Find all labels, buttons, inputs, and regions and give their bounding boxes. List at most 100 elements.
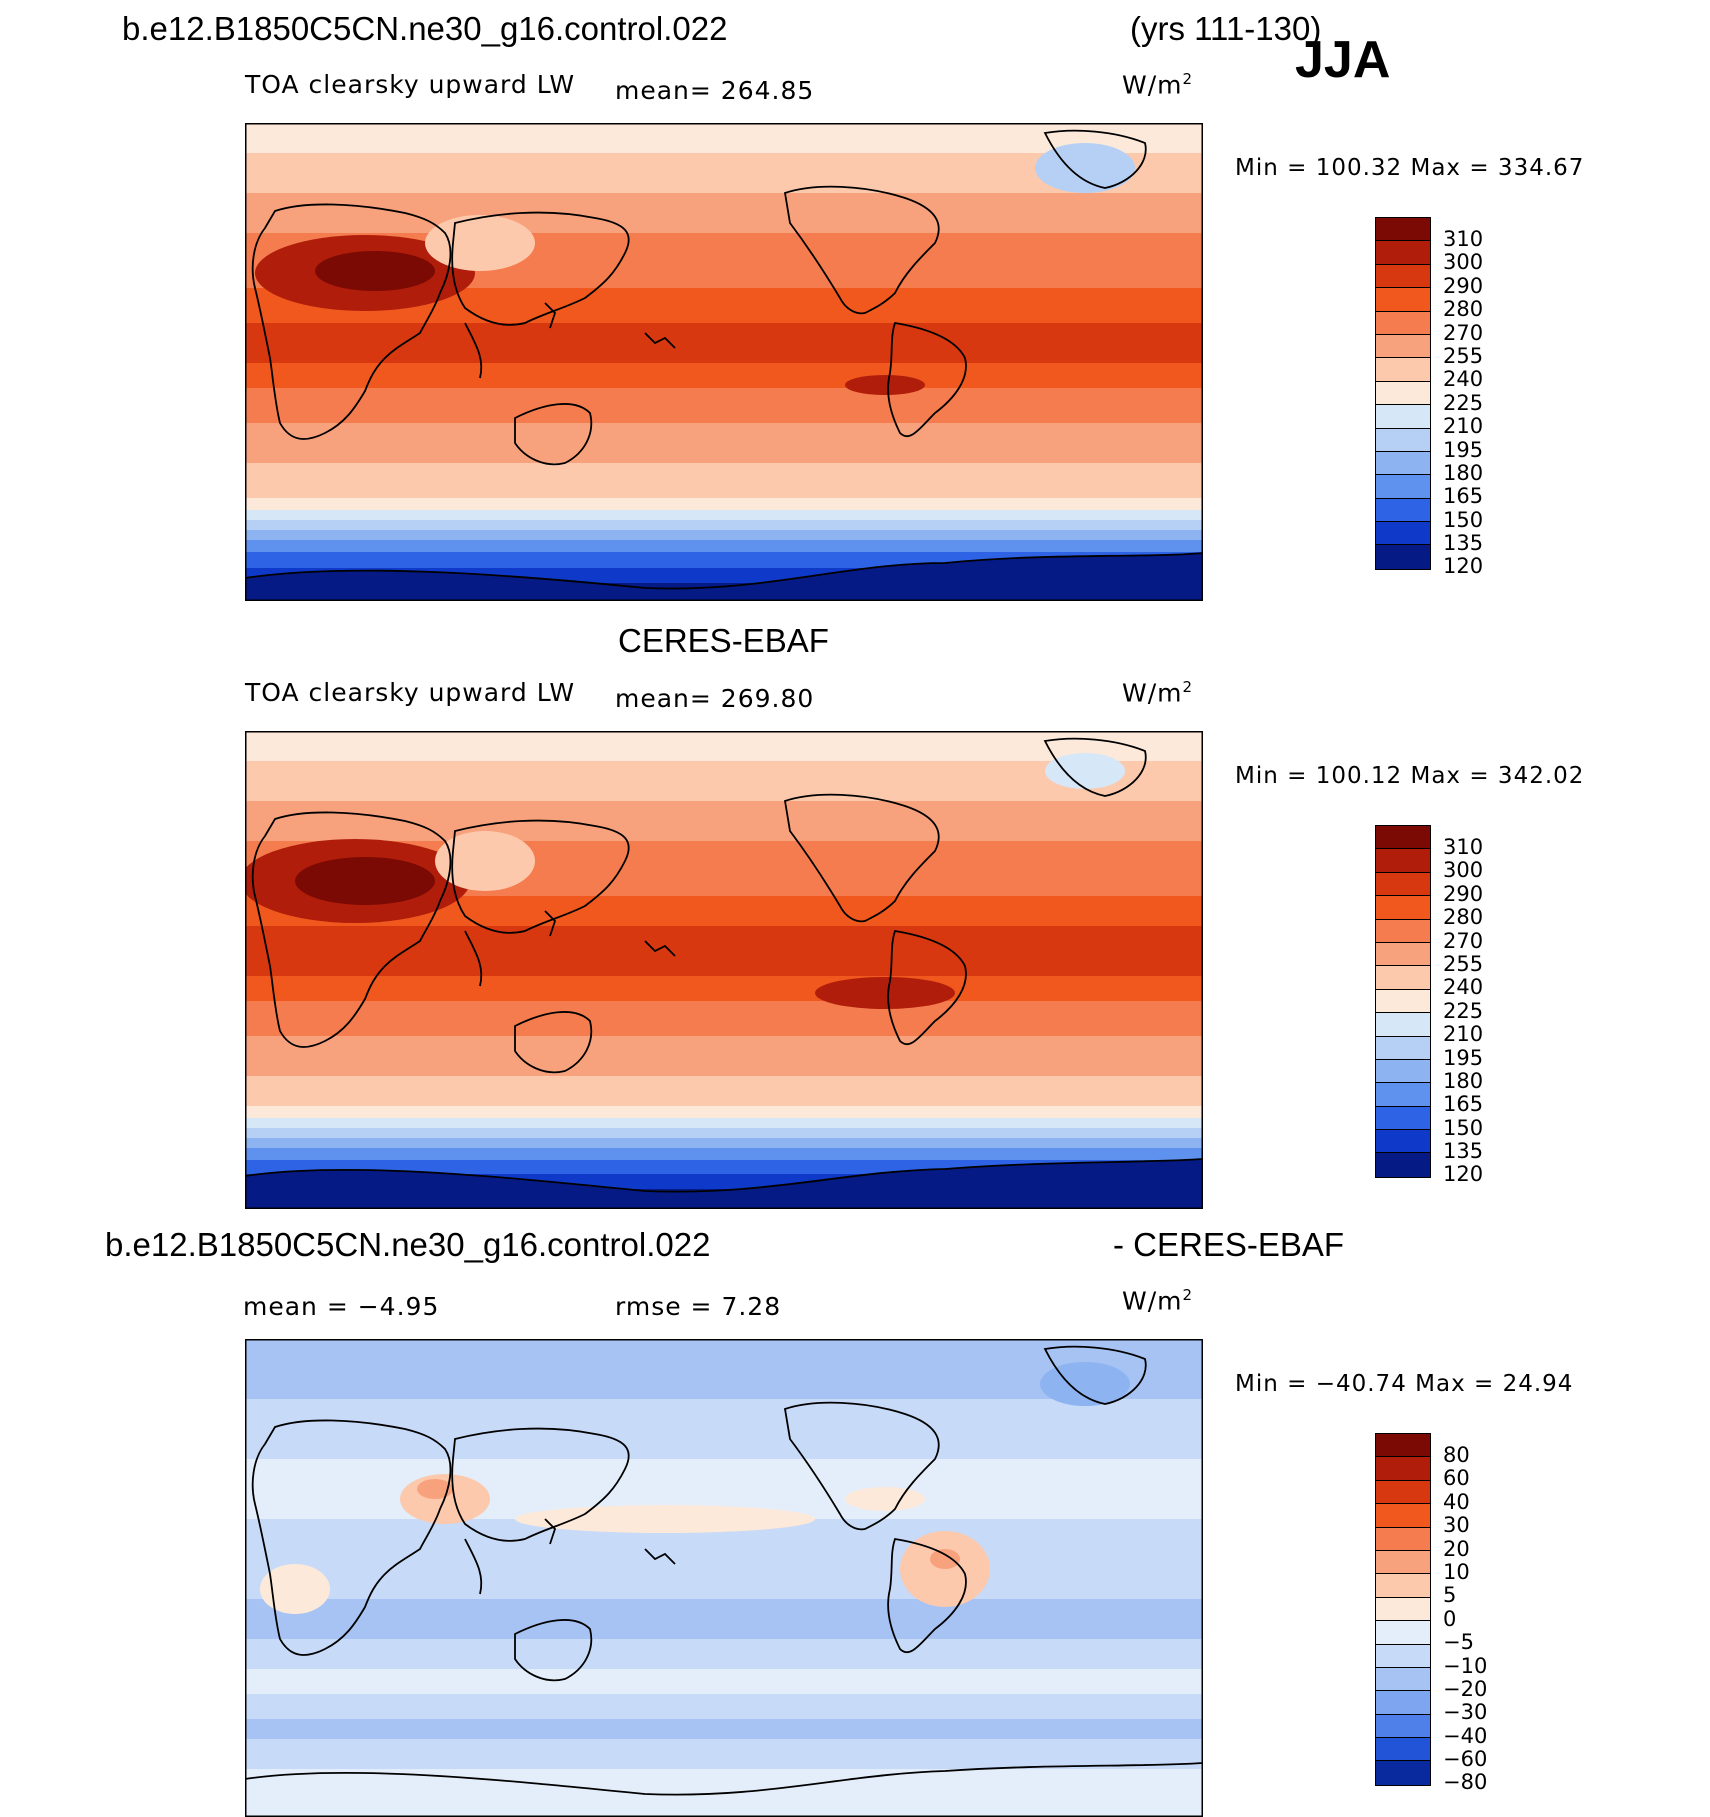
colorbar-cell — [1376, 989, 1430, 1014]
colorbar-label: 240 — [1443, 975, 1484, 1000]
colorbar-cell — [1376, 896, 1430, 920]
panel1-map — [245, 123, 1203, 601]
colorbar-cell — [1376, 1597, 1430, 1622]
panel2-map — [245, 731, 1203, 1209]
season-label: JJA — [1295, 31, 1391, 89]
colorbar-label: 210 — [1443, 1022, 1484, 1047]
colorbar-label: −80 — [1443, 1770, 1488, 1795]
colorbar-label: 195 — [1443, 437, 1484, 462]
panel1-colorbar — [1375, 217, 1431, 570]
colorbar-cell — [1376, 1457, 1430, 1481]
colorbar-cell — [1376, 1036, 1430, 1060]
colorbar-cell — [1376, 1083, 1430, 1107]
colorbar-cell — [1376, 428, 1430, 452]
panel1-colorbar-labels: 310 300 290 280 270 255 240 225 210 195 … — [1443, 227, 1484, 579]
band — [245, 761, 1203, 801]
colorbar-label: 290 — [1443, 273, 1484, 298]
colorbar-cell — [1376, 1130, 1430, 1154]
panel1-variable: TOA clearsky upward LW — [245, 70, 576, 99]
colorbar-label: 120 — [1443, 1162, 1484, 1187]
colorbar-cell — [1376, 1059, 1430, 1084]
sahara-core — [315, 251, 435, 291]
colorbar-label: 5 — [1443, 1583, 1457, 1608]
band — [245, 323, 1203, 363]
colorbar-cell — [1376, 1153, 1430, 1177]
panel3-mean: mean = −4.95 — [243, 1292, 440, 1321]
colorbar-label: 40 — [1443, 1489, 1470, 1514]
panel2-units: W/m2 — [1122, 678, 1194, 708]
band — [245, 520, 1203, 530]
panel2-colorbar-labels: 310 300 290 280 270 255 240 225 210 195 … — [1443, 835, 1484, 1187]
colorbar-label: 210 — [1443, 414, 1484, 439]
coastlines — [245, 737, 1203, 1193]
colorbar-cell — [1376, 919, 1430, 943]
band — [245, 926, 1203, 976]
colorbar-cell — [1376, 358, 1430, 382]
colorbar-cell — [1376, 849, 1430, 873]
colorbar-label: 165 — [1443, 1092, 1484, 1117]
colorbar-label: 80 — [1443, 1443, 1470, 1467]
antarctica-fill — [245, 1159, 1203, 1209]
colorbar-label: 10 — [1443, 1559, 1470, 1584]
colorbar-cell — [1376, 872, 1430, 897]
band — [245, 1128, 1203, 1138]
band — [245, 1669, 1203, 1694]
band — [245, 540, 1203, 552]
colorbar-label: 165 — [1443, 484, 1484, 509]
colorbar-label: 150 — [1443, 1115, 1484, 1140]
colorbar-cell — [1376, 288, 1430, 312]
colorbar-label: −10 — [1443, 1653, 1488, 1678]
panel2-variable: TOA clearsky upward LW — [245, 678, 576, 707]
coastlines — [245, 1345, 1203, 1796]
panel1-frame — [245, 123, 1203, 601]
colorbar-label: 180 — [1443, 460, 1484, 485]
colorbar-cell — [1376, 311, 1430, 335]
band — [245, 423, 1203, 463]
colorbar-label: 310 — [1443, 227, 1484, 251]
panel3-colorbar-labels: 80 60 40 30 20 10 5 0 −5 −10 −20 −30 −40… — [1443, 1443, 1488, 1795]
colorbar-cell — [1376, 1761, 1430, 1785]
colorbar-label: 20 — [1443, 1536, 1470, 1561]
colorbar-label: 240 — [1443, 367, 1484, 392]
colorbar-label: 150 — [1443, 507, 1484, 532]
band — [245, 530, 1203, 540]
panel3-colorbar — [1375, 1433, 1431, 1786]
panel2-title: CERES-EBAF — [618, 622, 829, 659]
colorbar-label: 310 — [1443, 835, 1484, 859]
band — [245, 1719, 1203, 1739]
colorbar-cell — [1376, 1714, 1430, 1739]
colorbar-label: 280 — [1443, 905, 1484, 930]
panel3-rmse: rmse = 7.28 — [615, 1292, 782, 1321]
band — [245, 1036, 1203, 1076]
india-core — [417, 1479, 453, 1499]
band — [245, 801, 1203, 841]
panel1-minmax: Min = 100.32 Max = 334.67 — [1235, 155, 1585, 181]
colorbar-cell — [1376, 1527, 1430, 1551]
case-title: b.e12.B1850C5CN.ne30_g16.control.022 — [122, 10, 728, 47]
band — [245, 1076, 1203, 1106]
colorbar-cell — [1376, 1106, 1430, 1131]
colorbar-label: 290 — [1443, 881, 1484, 906]
colorbar-cell — [1376, 334, 1430, 359]
band — [245, 1118, 1203, 1128]
colorbar-label: 255 — [1443, 343, 1484, 368]
panel2-minmax: Min = 100.12 Max = 342.02 — [1235, 763, 1585, 789]
colorbar-cell — [1376, 1434, 1430, 1458]
panel3-map — [245, 1339, 1203, 1817]
colorbar-cell — [1376, 1574, 1430, 1598]
colorbar-cell — [1376, 241, 1430, 265]
panel2-colorbar — [1375, 825, 1431, 1178]
colorbar-cell — [1376, 966, 1430, 990]
colorbar-label: 195 — [1443, 1045, 1484, 1070]
tibet-min — [435, 831, 535, 891]
colorbar-label: −30 — [1443, 1700, 1488, 1725]
colorbar-cell — [1376, 1691, 1430, 1715]
colorbar-label: 300 — [1443, 250, 1484, 275]
colorbar-label: 30 — [1443, 1513, 1470, 1538]
colorbar-cell — [1376, 451, 1430, 476]
colorbar-label: 135 — [1443, 1139, 1484, 1164]
colorbar-cell — [1376, 498, 1430, 523]
atlantic-positive — [845, 1487, 925, 1511]
panel1-units: W/m2 — [1122, 70, 1194, 100]
colorbar-cell — [1376, 1504, 1430, 1528]
